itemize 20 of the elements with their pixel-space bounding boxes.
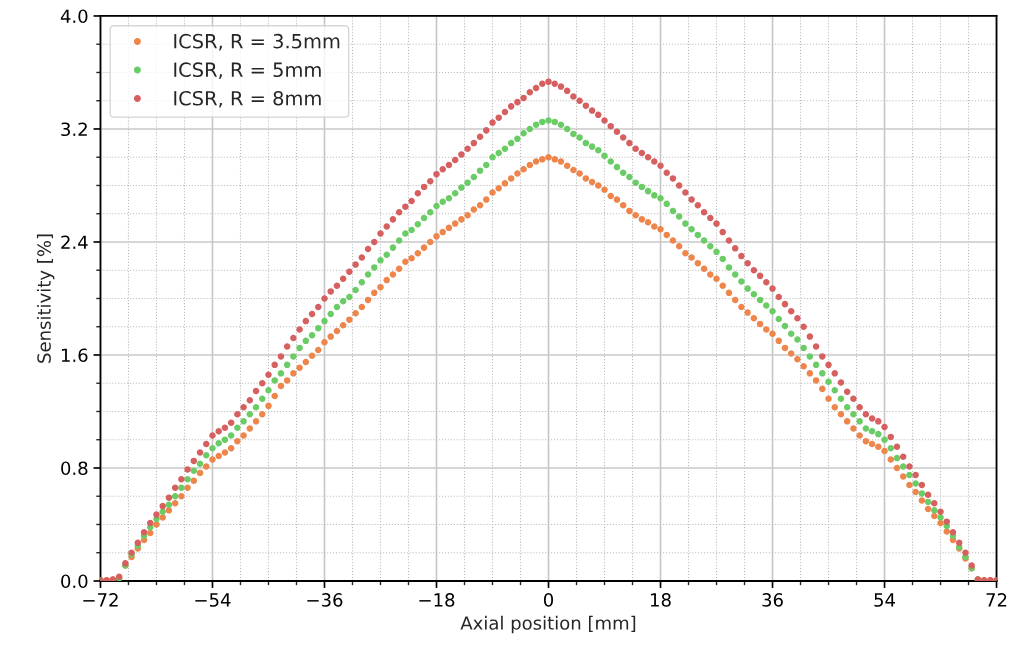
x-tick-label: −72 [83, 593, 118, 607]
legend-label: ICSR, R = 5mm [174, 62, 321, 80]
x-tick-label: 18 [651, 593, 671, 607]
y-tick-label: 2.4 [61, 235, 88, 249]
x-tick-label: 0 [543, 593, 554, 607]
y-tick-label: 0.8 [61, 461, 88, 476]
x-axis-title: Axial position [mm] [460, 615, 636, 634]
y-tick-label: 4.0 [60, 9, 88, 24]
y-tick-label: 0.0 [61, 574, 88, 589]
y-axis-title: Sensitivity [%] [36, 234, 55, 363]
legend-label: ICSR, R = 3.5mm [174, 33, 340, 51]
legend-label: ICSR, R = 8mm [174, 90, 321, 108]
x-tick-label: 36 [762, 593, 783, 607]
y-tick-label: 3.2 [61, 122, 87, 137]
x-tick-label: 72 [986, 593, 1007, 607]
x-tick-label: −36 [307, 593, 343, 607]
x-tick-label: −18 [419, 593, 455, 607]
x-tick-label: −54 [195, 593, 231, 607]
y-tick-label: 1.6 [61, 348, 88, 363]
x-tick-label: 54 [874, 593, 896, 607]
